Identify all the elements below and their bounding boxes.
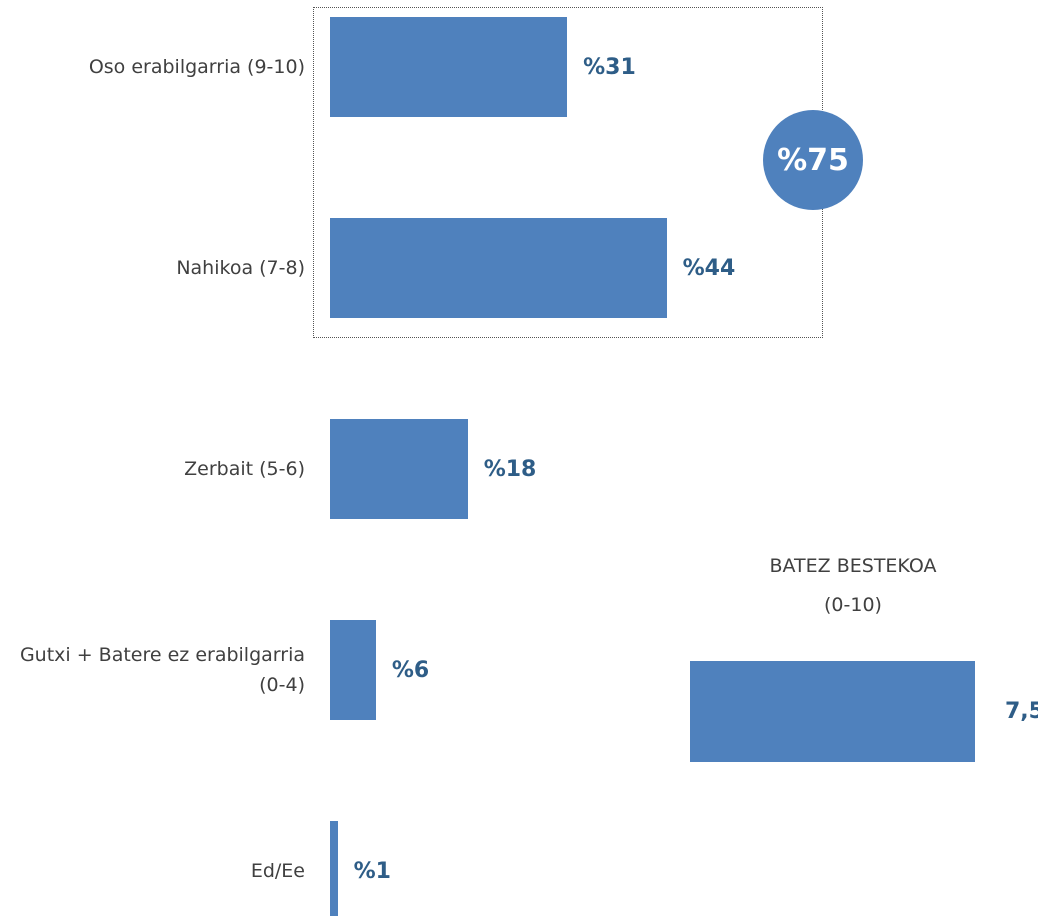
chart-subtitle: (0-10) <box>824 594 882 616</box>
value-label: %31 <box>583 54 636 80</box>
category-label: Ed/Ee <box>250 860 305 882</box>
bar <box>330 620 376 720</box>
category-label: Gutxi + Batere ez erabilgarria (0-4) <box>19 644 305 696</box>
bar <box>330 17 568 117</box>
bar <box>690 661 975 762</box>
annotation: %75 <box>763 110 863 210</box>
value-label: %6 <box>391 657 430 683</box>
bar <box>330 821 338 916</box>
category-label: Nahikoa (7-8) <box>176 257 305 279</box>
bar <box>330 218 667 318</box>
value-label: %18 <box>483 456 537 482</box>
value-label: %1 <box>353 858 391 884</box>
category-label: Zerbait (5-6) <box>184 458 305 480</box>
category-label: Oso erabilgarria (9-10) <box>88 56 305 78</box>
value-label: 7,5 <box>1005 699 1038 724</box>
bar <box>330 419 468 519</box>
value-label: %44 <box>682 255 736 281</box>
chart-title: BATEZ BESTEKOA <box>769 555 937 577</box>
